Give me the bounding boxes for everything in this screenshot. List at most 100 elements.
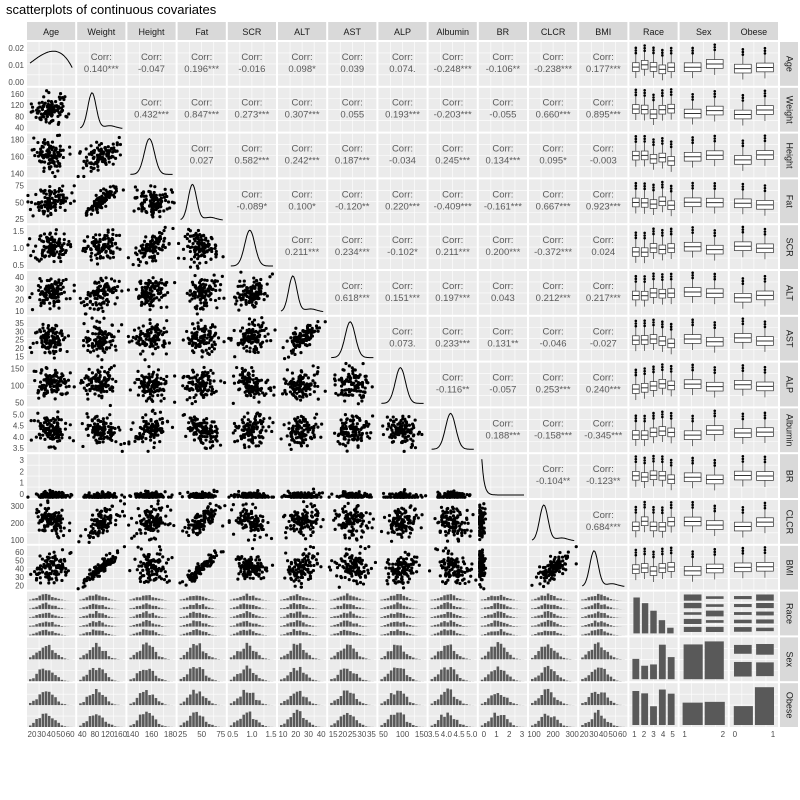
point — [264, 429, 268, 433]
point — [44, 117, 48, 121]
point — [35, 111, 39, 115]
panel-ast-fat — [177, 316, 226, 361]
point — [215, 306, 219, 310]
point — [134, 435, 138, 439]
point — [96, 308, 100, 312]
point — [49, 284, 53, 288]
point — [99, 419, 103, 424]
point — [333, 431, 337, 435]
point — [141, 432, 146, 436]
point — [37, 396, 41, 400]
point — [89, 258, 93, 262]
panel-age-sex — [679, 42, 728, 86]
row-strip-label: ALT — [785, 285, 795, 301]
point — [200, 238, 204, 242]
point — [200, 434, 204, 438]
point — [130, 339, 134, 343]
point — [140, 247, 145, 252]
scatter-points — [126, 318, 171, 362]
point — [340, 388, 344, 393]
point — [303, 373, 307, 377]
point — [298, 398, 303, 402]
point — [43, 205, 47, 209]
point — [60, 248, 64, 253]
point — [68, 371, 72, 375]
point — [153, 185, 157, 189]
point — [234, 296, 238, 300]
point — [147, 365, 151, 369]
point — [39, 371, 43, 375]
point — [115, 296, 119, 300]
point — [157, 246, 161, 250]
corr-value: -0.089* — [237, 201, 268, 212]
point — [200, 335, 204, 339]
panel-age-age — [27, 42, 76, 86]
point — [144, 437, 148, 441]
point — [146, 246, 150, 250]
point — [42, 211, 46, 215]
point — [245, 290, 249, 294]
point — [33, 202, 38, 206]
point — [209, 368, 213, 373]
panel-scr-obese — [729, 225, 778, 269]
point — [259, 289, 263, 293]
corr-label: Corr: — [292, 189, 313, 200]
col-strip-clcr: CLCR — [529, 22, 578, 40]
point — [64, 277, 68, 282]
boxplot — [734, 93, 752, 126]
point — [157, 328, 161, 332]
panel-weight-obese — [729, 87, 778, 132]
point — [38, 380, 43, 384]
point — [36, 283, 41, 288]
point — [89, 381, 94, 385]
point — [353, 384, 358, 389]
point — [245, 349, 249, 353]
point — [40, 341, 44, 345]
point — [62, 196, 66, 200]
point — [61, 285, 65, 289]
point — [186, 232, 190, 236]
corr-value: -0.158*** — [534, 430, 572, 441]
point — [110, 323, 114, 327]
point — [92, 428, 96, 432]
point — [40, 107, 45, 112]
point — [107, 331, 111, 336]
point — [190, 292, 194, 296]
point — [137, 263, 141, 267]
corr-value: 0.847*** — [184, 110, 219, 121]
point — [106, 255, 110, 259]
point — [242, 415, 246, 419]
panel-br-alt — [278, 454, 327, 499]
point — [293, 332, 298, 336]
point — [202, 342, 206, 346]
corr-value: 0.212*** — [536, 293, 571, 304]
panel-albumin-sex — [679, 408, 728, 453]
point — [98, 346, 102, 350]
point — [240, 366, 244, 371]
point — [210, 237, 214, 241]
point — [152, 247, 156, 251]
point — [48, 345, 52, 349]
point — [150, 198, 154, 202]
point — [185, 291, 189, 295]
point — [213, 298, 218, 303]
panel-ast-albumin: Corr:0.233*** — [428, 316, 477, 361]
boxplot — [683, 136, 702, 168]
point — [210, 324, 215, 328]
point — [172, 201, 176, 205]
point — [66, 334, 71, 338]
point — [60, 189, 64, 193]
point — [222, 296, 226, 300]
point — [246, 389, 250, 393]
panel-alt-weight — [77, 271, 126, 316]
point — [68, 145, 72, 149]
point — [33, 256, 38, 260]
row-strip-clcr: CLCR — [780, 500, 798, 544]
point — [344, 379, 348, 383]
row-strip-ast: AST — [780, 316, 798, 361]
point — [291, 377, 295, 381]
point — [47, 189, 51, 193]
panel-age-obese — [729, 42, 778, 86]
point — [79, 378, 84, 383]
point — [295, 427, 299, 431]
